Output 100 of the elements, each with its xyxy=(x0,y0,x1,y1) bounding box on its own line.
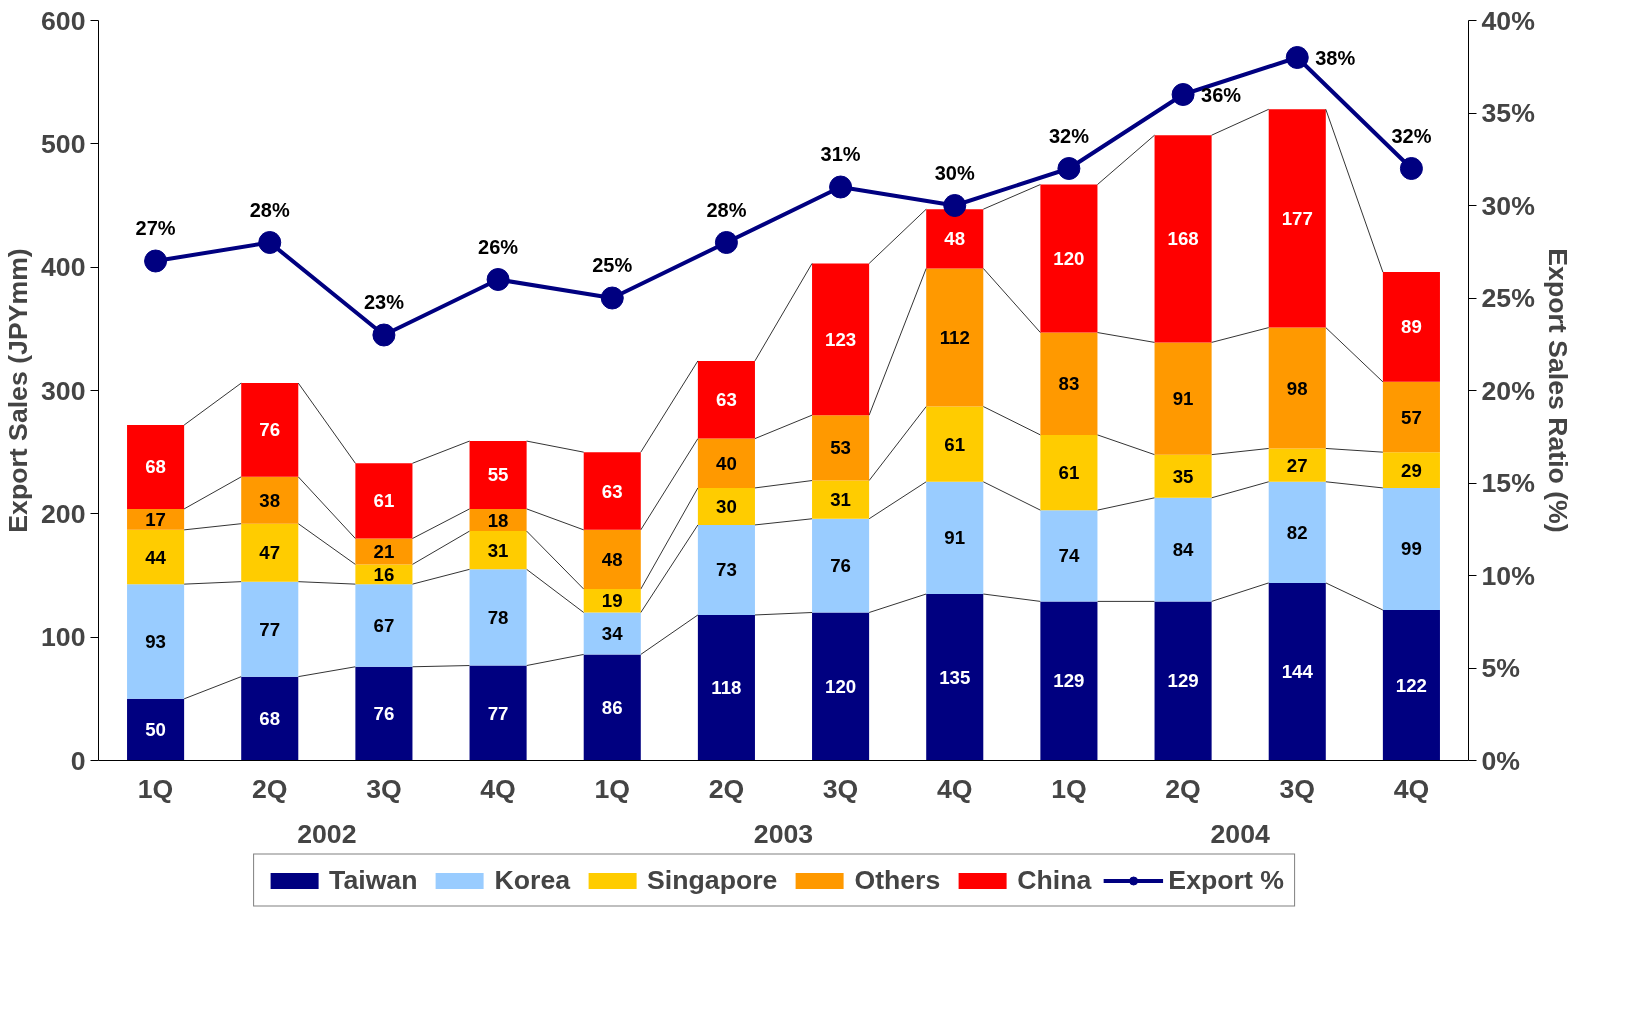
point xyxy=(714,231,738,254)
point xyxy=(1057,157,1081,180)
x-tick-label: 2Q xyxy=(251,773,288,804)
bar xyxy=(241,581,299,677)
data-label: 31 xyxy=(487,539,509,561)
y-tick-label: 200 xyxy=(41,498,86,529)
y-tick-label: 0 xyxy=(70,745,86,776)
data-label: 67 xyxy=(373,614,395,636)
data-label: 26% xyxy=(478,235,519,258)
data-label: 34 xyxy=(601,622,624,644)
bar xyxy=(812,415,870,481)
x-tick-label: 3Q xyxy=(1279,773,1316,804)
data-label: 177 xyxy=(1281,207,1313,229)
bar xyxy=(469,441,527,509)
data-label: 144 xyxy=(1281,661,1314,683)
data-label: 29 xyxy=(1401,459,1422,481)
bar xyxy=(1382,487,1440,611)
bar xyxy=(127,698,185,761)
bar xyxy=(1154,342,1212,455)
bar xyxy=(697,487,755,525)
legend-label: Export % xyxy=(1168,864,1284,896)
data-label: 76 xyxy=(259,419,281,441)
data-label: 68 xyxy=(259,708,281,730)
data-label: 50 xyxy=(145,719,166,741)
data-label: 129 xyxy=(1167,670,1199,692)
y2-tick-label: 15% xyxy=(1481,468,1535,498)
bar xyxy=(127,529,185,585)
bar xyxy=(127,425,185,509)
y2-tick-label: 10% xyxy=(1481,560,1535,591)
data-label: 77 xyxy=(487,702,509,724)
bar xyxy=(926,481,984,594)
data-label: 27 xyxy=(1286,454,1308,476)
data-label: 27% xyxy=(135,217,176,239)
data-label: 28% xyxy=(249,198,290,221)
point xyxy=(144,249,168,273)
x-tick-label: 2Q xyxy=(1165,773,1201,804)
data-label: 63 xyxy=(601,480,623,502)
bar xyxy=(469,665,527,761)
bar xyxy=(469,569,527,666)
data-label: 32% xyxy=(1048,124,1090,147)
data-label: 98 xyxy=(1286,377,1308,399)
data-label: 112 xyxy=(939,326,970,348)
bar xyxy=(926,594,984,761)
data-label: 23% xyxy=(363,291,405,313)
data-label: 168 xyxy=(1167,228,1199,250)
x-tick-label: 2Q xyxy=(708,773,745,804)
data-label: 61 xyxy=(373,490,395,512)
point xyxy=(600,286,624,310)
data-label: 40 xyxy=(716,452,737,474)
y2-tick-label: 25% xyxy=(1481,283,1535,313)
bar xyxy=(926,209,984,269)
x-tick-label: 3Q xyxy=(366,773,402,804)
bar xyxy=(355,584,413,667)
legend-label: Korea xyxy=(494,864,571,896)
data-label: 55 xyxy=(487,464,509,486)
bar xyxy=(926,268,984,407)
x-tick-label: 4Q xyxy=(936,773,973,804)
data-label: 76 xyxy=(830,555,851,577)
x-tick-label: 1Q xyxy=(594,773,631,804)
data-label: 28% xyxy=(706,198,747,221)
data-label: 38 xyxy=(259,489,281,511)
bar xyxy=(1268,448,1326,482)
point xyxy=(486,268,510,291)
bar xyxy=(1268,582,1326,761)
bar xyxy=(1040,184,1098,333)
bar xyxy=(583,654,641,761)
bar xyxy=(1154,135,1212,343)
data-label: 61 xyxy=(944,433,966,455)
y2-tick-label: 30% xyxy=(1481,190,1535,221)
bar xyxy=(355,666,413,761)
x-tick-label: 1Q xyxy=(1051,773,1087,804)
data-label: 48 xyxy=(601,548,623,570)
data-label: 89 xyxy=(1401,316,1422,338)
y-tick-label: 600 xyxy=(41,5,86,36)
y2-tick-label: 20% xyxy=(1481,375,1535,406)
bar xyxy=(241,383,299,477)
data-label: 21 xyxy=(373,540,395,562)
data-label: 83 xyxy=(1058,373,1080,395)
data-label: 30% xyxy=(934,161,975,184)
data-label: 25% xyxy=(592,254,633,276)
x-tick-label: 1Q xyxy=(137,773,174,804)
data-label: 84 xyxy=(1172,539,1195,561)
bar xyxy=(926,406,984,482)
point xyxy=(1399,157,1423,180)
bar xyxy=(1154,454,1212,498)
bar xyxy=(1268,481,1326,583)
y2-tick-label: 5% xyxy=(1481,653,1521,683)
bar xyxy=(241,676,299,761)
data-label: 18 xyxy=(487,509,509,531)
data-label: 17 xyxy=(145,508,166,530)
y2-axis-title: Export Sales Ratio (%) xyxy=(1542,248,1573,533)
data-label: 32% xyxy=(1391,124,1432,147)
bar xyxy=(241,476,299,524)
bar xyxy=(697,438,755,488)
data-label: 78 xyxy=(487,606,509,628)
bar xyxy=(1040,434,1098,511)
data-label: 91 xyxy=(1172,388,1194,410)
data-label: 38% xyxy=(1315,46,1356,69)
bar xyxy=(697,360,755,439)
point xyxy=(372,323,396,347)
